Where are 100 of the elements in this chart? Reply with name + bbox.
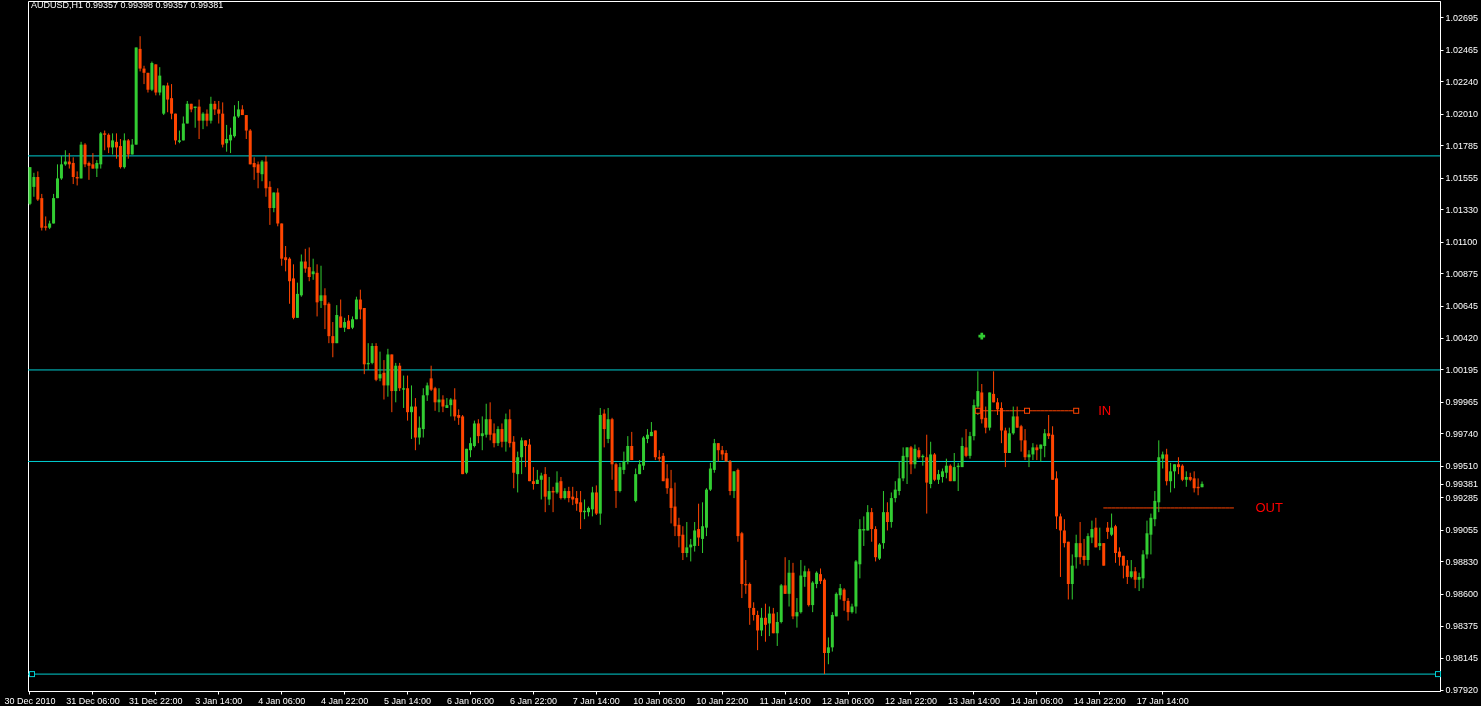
y-tick-label: 0.98600	[1445, 589, 1479, 600]
candlestick	[217, 100, 221, 125]
candlestick	[760, 607, 764, 637]
x-tick-label: 14 Jan 22:00	[1073, 695, 1126, 706]
candlestick	[889, 491, 893, 529]
series-label: IN	[1098, 402, 1112, 418]
candlestick	[1173, 463, 1177, 489]
candlestick	[1169, 462, 1173, 493]
candlestick	[756, 610, 760, 651]
candlestick	[445, 397, 449, 409]
candlestick	[425, 382, 429, 402]
candlestick	[1200, 480, 1204, 488]
x-tick-label: 13 Jan 14:00	[947, 695, 1000, 706]
candlestick	[1129, 559, 1133, 579]
candlestick	[111, 132, 115, 155]
y-tick-label: 1.00420	[1445, 333, 1479, 344]
candlestick	[594, 484, 598, 516]
y-tick-label: 1.01330	[1445, 204, 1479, 215]
candlestick	[118, 138, 122, 170]
candlestick	[406, 375, 410, 422]
candlestick	[398, 362, 402, 392]
candlestick	[771, 607, 775, 634]
candlestick	[1003, 427, 1007, 468]
candlestick	[232, 104, 236, 139]
candlestick	[201, 111, 205, 130]
candlestick	[539, 472, 543, 500]
candlestick	[885, 501, 889, 531]
candlestick	[630, 431, 634, 461]
y-tick-label: 1.01785	[1445, 140, 1479, 151]
candlestick	[256, 161, 260, 189]
candlestick	[909, 445, 913, 475]
candlestick	[504, 413, 508, 453]
candlestick	[697, 503, 701, 547]
candlestick	[1125, 559, 1129, 585]
candlestick	[944, 458, 948, 479]
candlestick	[1110, 513, 1114, 537]
candlestick	[917, 446, 921, 460]
candlestick	[1102, 542, 1106, 567]
candlestick	[602, 408, 606, 448]
candlestick	[56, 163, 59, 199]
y-tick-label: 0.98145	[1445, 653, 1479, 664]
candlestick	[1023, 428, 1027, 461]
candlestick	[492, 422, 496, 448]
candlestick	[1074, 534, 1078, 569]
candlestick	[107, 132, 111, 154]
candlestick	[559, 476, 563, 500]
candlestick	[71, 156, 75, 185]
candlestick	[103, 130, 107, 151]
y-tick-label: 1.01100	[1445, 237, 1478, 248]
candlestick	[893, 480, 897, 503]
candlestick	[59, 155, 63, 181]
candlestick	[319, 265, 323, 309]
candlestick	[1086, 532, 1090, 567]
candlestick	[402, 375, 406, 409]
candlestick	[579, 490, 583, 530]
y-tick-label: 1.02240	[1445, 76, 1479, 87]
candlestick	[1058, 513, 1062, 578]
y-tick-label: 0.97920	[1445, 685, 1479, 696]
candlestick	[378, 351, 382, 382]
candlestick	[1035, 444, 1039, 461]
x-tick-label: 5 Jan 14:00	[384, 695, 432, 706]
y-tick-label: 1.00645	[1445, 301, 1479, 312]
candlestick	[1094, 517, 1098, 548]
x-tick-label: 4 Jan 22:00	[321, 695, 369, 706]
candlestick	[787, 559, 791, 608]
candlestick	[197, 99, 201, 140]
candlestick	[905, 446, 909, 485]
y-tick-label: 1.02010	[1445, 109, 1479, 120]
candlestick	[763, 603, 767, 643]
x-tick-label: 14 Jan 06:00	[1010, 695, 1063, 706]
candlestick	[775, 611, 779, 647]
candlestick	[866, 504, 870, 531]
candlestick	[826, 636, 830, 665]
y-tick-label: 1.00875	[1445, 268, 1479, 279]
y-tick-label: 0.98830	[1445, 556, 1479, 567]
x-tick-label: 12 Jan 22:00	[884, 695, 938, 706]
candlestick	[472, 420, 476, 448]
candlestick	[1192, 470, 1196, 493]
y-tick-label: 0.99285	[1445, 492, 1479, 503]
candlestick	[303, 248, 307, 274]
candlestick	[913, 444, 917, 470]
candlestick	[484, 403, 488, 439]
candlestick	[1011, 406, 1015, 436]
candlestick	[496, 425, 500, 447]
candlestick	[960, 437, 964, 468]
x-tick-label: 17 Jan 14:00	[1136, 695, 1189, 706]
candlestick	[441, 394, 445, 413]
candlestick	[1082, 538, 1086, 567]
y-tick-label: 0.99965	[1445, 397, 1479, 408]
y-tick-label: 0.99381	[1445, 479, 1479, 490]
y-tick-label: 0.98375	[1445, 621, 1479, 632]
candlestick	[311, 258, 315, 281]
candlestick	[170, 83, 174, 120]
candlestick	[382, 359, 386, 401]
y-tick-label: 1.00195	[1445, 364, 1479, 375]
y-tick-label: 1.02465	[1445, 45, 1479, 56]
candlestick	[748, 582, 752, 626]
candlestick	[520, 437, 524, 475]
candlestick	[476, 418, 480, 444]
candlestick	[693, 521, 697, 553]
